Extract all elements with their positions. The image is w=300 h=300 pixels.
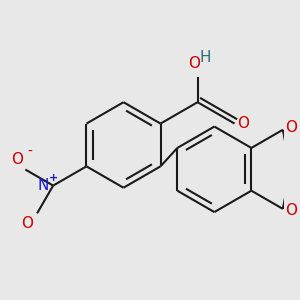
Text: +: +	[49, 173, 58, 183]
Text: O: O	[11, 152, 23, 167]
Text: O: O	[21, 216, 33, 231]
Text: O: O	[285, 203, 297, 218]
Text: O: O	[188, 56, 200, 70]
Text: H: H	[200, 50, 211, 65]
Text: O: O	[285, 120, 297, 135]
Text: -: -	[27, 145, 32, 158]
Text: O: O	[237, 116, 249, 131]
Text: N: N	[38, 178, 49, 193]
